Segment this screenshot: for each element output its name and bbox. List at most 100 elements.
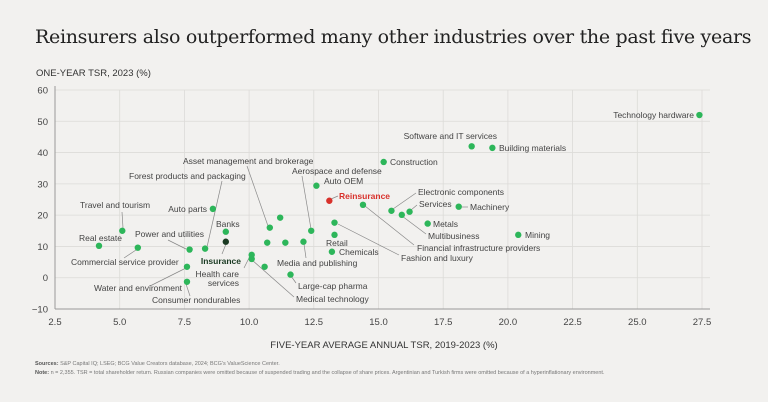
data-points bbox=[95, 111, 703, 285]
leader-line bbox=[392, 192, 417, 210]
point-label: Auto OEM bbox=[324, 176, 363, 186]
data-point-services bbox=[406, 208, 413, 215]
data-point-retail bbox=[331, 231, 338, 239]
data-point-auto-oem bbox=[313, 182, 320, 189]
leader-line bbox=[364, 205, 415, 246]
y-tick-label: 0 bbox=[43, 273, 48, 284]
data-point-machinery bbox=[455, 203, 462, 210]
y-tick-label: 10 bbox=[37, 242, 48, 253]
data-point-software-and-it-services bbox=[468, 143, 475, 150]
point-label: services bbox=[208, 278, 239, 288]
point-label: Fashion and luxury bbox=[401, 253, 474, 263]
leader-line bbox=[337, 223, 400, 256]
point-label: Machinery bbox=[470, 202, 510, 212]
chart-title: Reinsurers also outperformed many other … bbox=[35, 26, 752, 48]
data-point bbox=[282, 239, 289, 246]
point-label: Banks bbox=[216, 219, 240, 229]
note-text: n = 2,355. TSR = total shareholder retur… bbox=[50, 370, 605, 376]
data-point-commercial-service-provider bbox=[134, 244, 142, 251]
leader-line bbox=[401, 215, 427, 235]
x-tick-label: 20.0 bbox=[499, 317, 518, 328]
leader-line bbox=[185, 283, 191, 297]
point-label: Commercial service provider bbox=[71, 257, 179, 267]
data-point-building-materials bbox=[489, 144, 496, 152]
point-label-insurance: Insurance bbox=[201, 256, 241, 266]
point-label: Media and publishing bbox=[277, 258, 358, 268]
sources-text: S&P Capital IQ; LSEG; BCG Value Creators… bbox=[60, 361, 280, 367]
point-label: Metals bbox=[433, 219, 458, 229]
point-label: Forest products and packaging bbox=[129, 171, 246, 181]
leader-line bbox=[121, 211, 124, 229]
leader-line bbox=[251, 259, 295, 298]
y-tick-label: 50 bbox=[37, 117, 48, 128]
point-label: Retail bbox=[326, 238, 348, 248]
leader-line bbox=[301, 175, 312, 230]
x-tick-label: 2.5 bbox=[48, 317, 61, 328]
y-tick-label: 30 bbox=[37, 179, 48, 190]
leader-line bbox=[167, 239, 187, 250]
point-label: Auto parts bbox=[168, 204, 207, 214]
data-point-power-and-utilities bbox=[186, 246, 193, 253]
data-point-media-and-publishing bbox=[300, 238, 307, 245]
data-point-chemicals bbox=[328, 248, 336, 255]
point-label: Construction bbox=[390, 157, 438, 167]
data-point-auto-parts bbox=[209, 205, 217, 213]
leader-line bbox=[149, 267, 187, 287]
tick-labels: 2.5 5.0 7.5 10.0 12.5 15.0 17.5 20.0 22.5 25.0 27.… bbox=[32, 86, 711, 329]
data-point-water-and-environment bbox=[183, 263, 191, 270]
point-label: Consumer nondurables bbox=[152, 295, 240, 305]
x-tick-label: 27.5 bbox=[693, 317, 712, 328]
data-point-forest-products-and-packaging bbox=[201, 245, 209, 252]
leader-line bbox=[303, 243, 307, 259]
leader-line bbox=[330, 195, 339, 200]
y-tick-label: 20 bbox=[37, 211, 48, 222]
leader-line bbox=[410, 204, 418, 211]
data-point-health-care-services bbox=[248, 251, 255, 259]
y-tick-label: 60 bbox=[37, 86, 48, 97]
data-point-asset-management-and-brokerage bbox=[266, 224, 274, 231]
data-point-technology-hardware bbox=[696, 111, 703, 119]
leader-line bbox=[246, 165, 269, 227]
point-label-reinsurance: Reinsurance bbox=[339, 191, 390, 201]
data-point-financial-infrastructure-providers bbox=[359, 201, 367, 209]
point-label: Water and environment bbox=[94, 283, 183, 293]
point-label: Real estate bbox=[79, 233, 122, 243]
note-label: Note: bbox=[35, 370, 50, 376]
grid bbox=[54, 86, 710, 310]
x-tick-label: 12.5 bbox=[305, 317, 324, 328]
x-tick-label: 17.5 bbox=[434, 317, 453, 328]
data-point-metals bbox=[424, 220, 431, 227]
footnote: Note: n = 2,355. TSR = total shareholder… bbox=[35, 370, 604, 376]
x-axis-title: FIVE-YEAR AVERAGE ANNUAL TSR, 2019-2023 … bbox=[270, 340, 497, 351]
point-label: Travel and tourism bbox=[80, 200, 150, 210]
y-tick-label: 40 bbox=[37, 148, 48, 159]
x-tick-label: 25.0 bbox=[628, 317, 647, 328]
point-label: Aerospace and defense bbox=[292, 166, 382, 176]
point-label: Multibusiness bbox=[428, 231, 480, 241]
point-label: Electronic components bbox=[418, 187, 504, 197]
point-label: Building materials bbox=[499, 143, 566, 153]
data-point-mining bbox=[515, 231, 522, 239]
data-point-large-cap-pharma bbox=[287, 271, 294, 278]
point-label: Power and utilities bbox=[135, 229, 204, 239]
data-point-banks bbox=[222, 228, 230, 235]
leader-line bbox=[221, 243, 227, 255]
x-tick-label: 22.5 bbox=[563, 317, 582, 328]
leader-lines bbox=[121, 165, 468, 298]
data-point bbox=[264, 239, 271, 246]
data-point-travel-and-tourism bbox=[119, 227, 126, 234]
data-point-multibusiness bbox=[398, 211, 405, 219]
point-label: Medical technology bbox=[296, 294, 370, 304]
data-point-fashion-and-luxury bbox=[331, 219, 338, 226]
data-point-consumer-nondurables bbox=[183, 278, 191, 285]
y-axis-title: ONE-YEAR TSR, 2023 (%) bbox=[36, 68, 151, 79]
point-label: Chemicals bbox=[339, 247, 379, 257]
point-label: Health care bbox=[196, 269, 240, 279]
point-label: Mining bbox=[525, 230, 550, 240]
data-point-insurance bbox=[222, 238, 230, 245]
x-tick-label: 7.5 bbox=[178, 317, 191, 328]
point-label: Technology hardware bbox=[613, 110, 694, 120]
data-point-electronic-components bbox=[388, 207, 395, 214]
data-point bbox=[276, 214, 284, 221]
